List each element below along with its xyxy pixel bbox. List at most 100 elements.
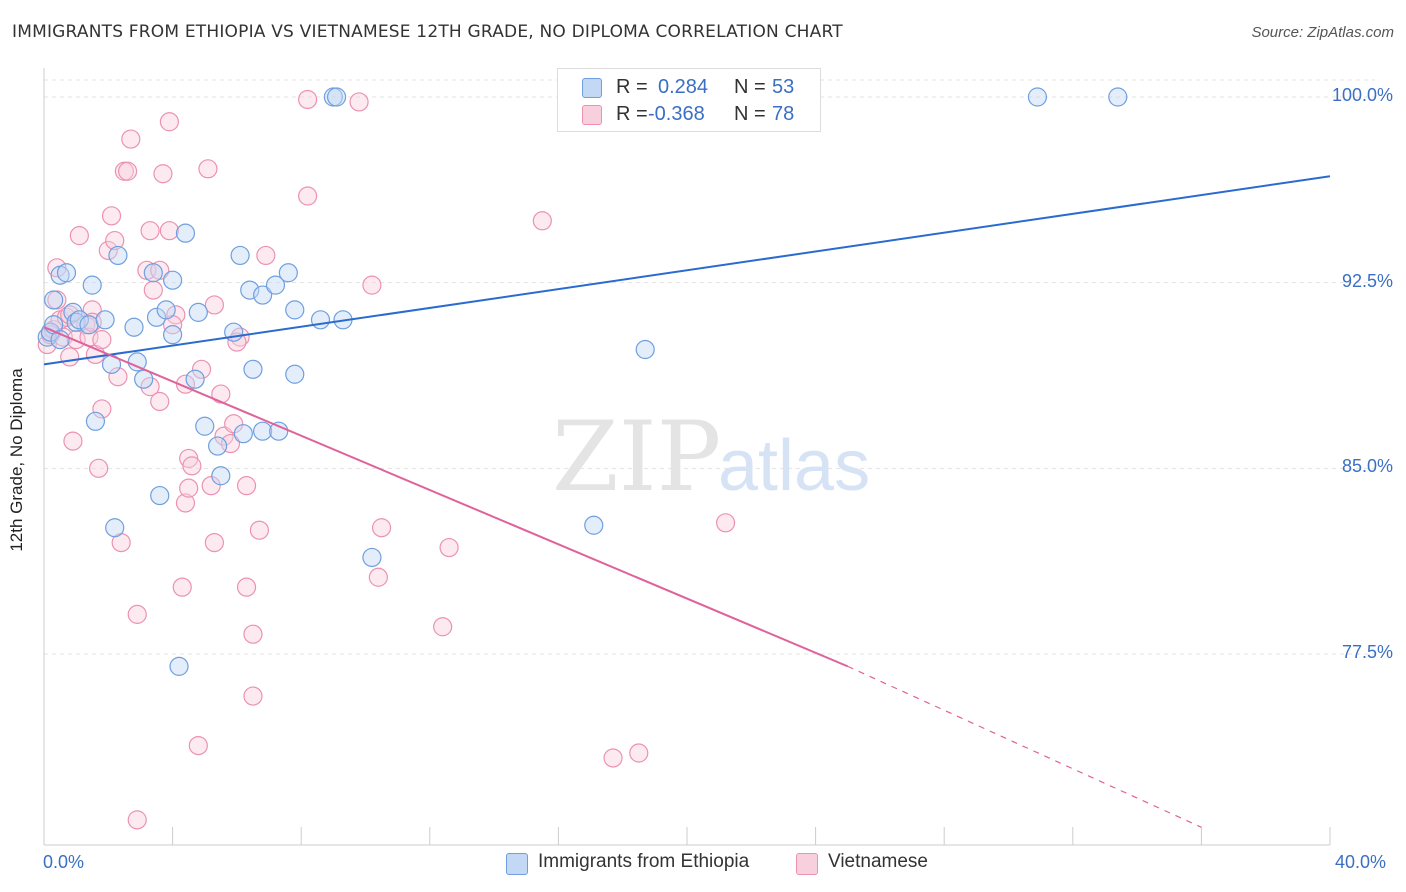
data-point (60, 347, 80, 367)
data-point (121, 129, 141, 149)
data-point (240, 280, 260, 300)
trend-line (43, 326, 849, 668)
stats-legend: R = 0.284 N = 53 R = -0.368 N = 78 (557, 68, 821, 132)
data-point (143, 280, 163, 300)
data-point (269, 421, 289, 441)
data-point (298, 89, 318, 110)
data-point (69, 226, 89, 246)
data-point (224, 414, 244, 434)
data-point (188, 735, 208, 756)
data-point (179, 478, 199, 498)
data-point (101, 206, 122, 226)
data-point (362, 547, 382, 568)
data-point (156, 300, 176, 320)
data-point (182, 456, 202, 476)
data-point (175, 223, 196, 243)
data-point (715, 513, 736, 533)
y-tick-label: 92.5% (1341, 270, 1393, 291)
r-label: R = (616, 76, 648, 98)
data-point (44, 290, 64, 310)
data-point (208, 436, 228, 456)
data-point (265, 275, 286, 295)
data-point (140, 377, 160, 397)
data-point (584, 515, 604, 535)
data-point (108, 367, 128, 387)
data-point (69, 310, 89, 330)
y-tick-label: 100.0% (1331, 85, 1393, 105)
data-point (371, 518, 392, 538)
data-point (249, 520, 270, 540)
data-point (191, 359, 212, 379)
r-label: R = (616, 103, 648, 125)
data-point (159, 112, 179, 132)
data-point (163, 270, 183, 290)
data-point (92, 330, 112, 350)
data-point (310, 310, 331, 330)
ethiopia-legend-swatch (506, 853, 528, 875)
data-point (163, 325, 183, 345)
n-value: 78 (772, 103, 795, 125)
data-point (82, 275, 102, 295)
data-point (285, 364, 305, 384)
data-point (349, 92, 369, 112)
trend-line (847, 665, 1202, 828)
trend-lines (43, 175, 1331, 828)
series-legend: Immigrants from Ethiopia Vietnamese (0, 851, 1406, 877)
data-point (108, 245, 128, 266)
data-point (198, 159, 218, 179)
data-point (253, 421, 273, 441)
trend-line (43, 175, 1331, 366)
legend-label-vietnamese: Vietnamese (828, 851, 928, 872)
data-point (201, 476, 221, 496)
data-point (243, 686, 263, 706)
data-point (253, 285, 273, 305)
data-point (150, 485, 170, 506)
watermark-atlas: atlas (718, 426, 870, 506)
r-value: -0.368 (648, 103, 705, 125)
stats-row-vietnamese: R = -0.368 N = 78 (558, 101, 820, 129)
data-point (89, 458, 109, 478)
data-point (175, 493, 196, 513)
data-point (188, 302, 208, 322)
data-point (204, 295, 224, 315)
data-point (79, 315, 99, 335)
data-point (326, 87, 347, 107)
y-tick-label: 85.0% (1341, 456, 1393, 477)
data-point (211, 466, 231, 486)
data-point (433, 617, 453, 637)
data-point (278, 263, 298, 283)
vietnamese-swatch (582, 105, 602, 125)
watermark: ZIP atlas (552, 401, 870, 513)
data-point (1108, 87, 1128, 107)
data-point (362, 275, 382, 295)
data-point (127, 604, 147, 624)
data-point (236, 476, 257, 496)
vietnamese-legend-swatch (796, 853, 818, 875)
data-point (117, 161, 138, 181)
data-point (233, 424, 253, 444)
n-label: N = (734, 76, 766, 98)
data-point (146, 307, 167, 327)
data-point (204, 532, 224, 553)
n-label: N = (734, 103, 766, 125)
data-point (195, 416, 215, 436)
grid-lines (44, 79, 1375, 655)
data-point (256, 245, 276, 266)
data-point (140, 221, 160, 241)
data-point (63, 431, 83, 451)
data-point (230, 245, 250, 266)
data-point (368, 567, 388, 587)
x-tick-label-min: 0.0% (43, 852, 85, 872)
data-point (153, 164, 173, 184)
data-point (1027, 87, 1048, 107)
data-point (629, 743, 649, 763)
data-point (211, 384, 231, 404)
n-value: 53 (772, 76, 795, 98)
axes (43, 68, 1331, 846)
data-point (298, 186, 318, 206)
data-point (285, 300, 305, 320)
data-point (236, 577, 257, 597)
data-point (150, 391, 170, 412)
data-point (98, 240, 118, 261)
data-point (159, 221, 179, 241)
